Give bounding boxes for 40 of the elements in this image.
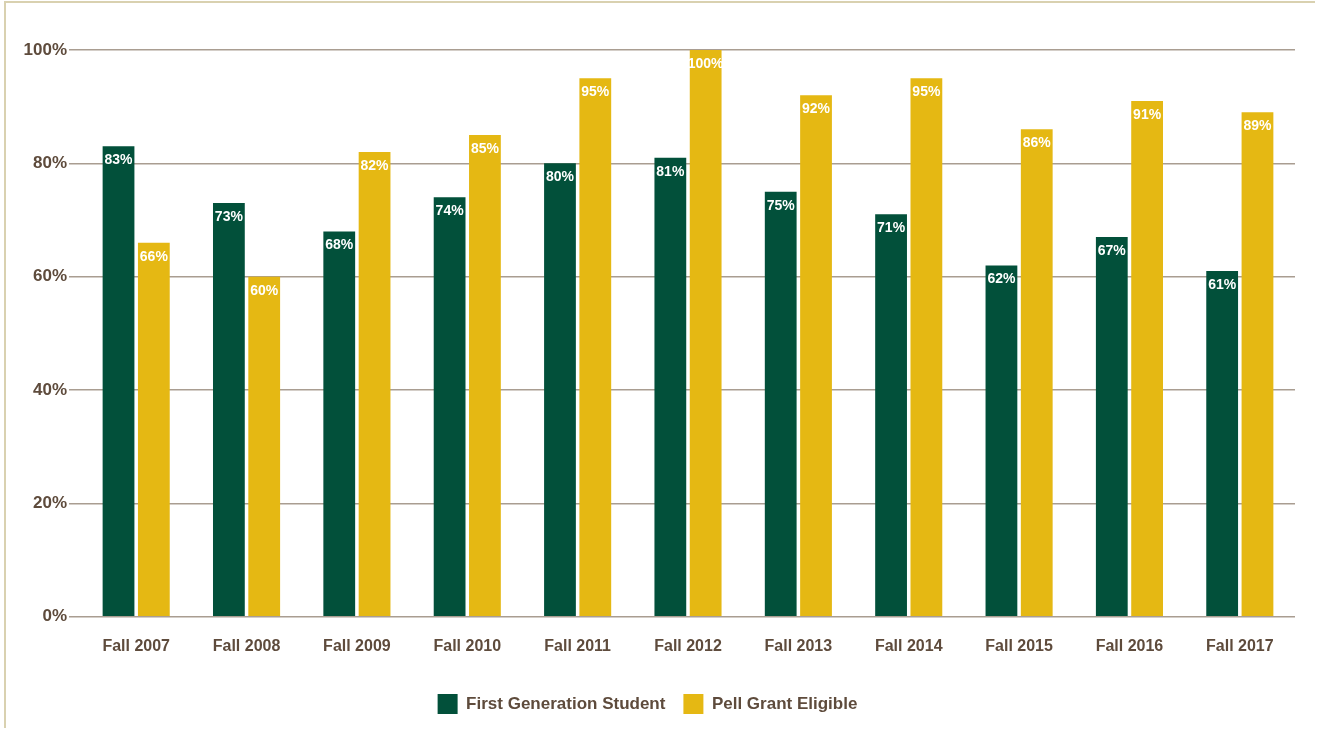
legend-label: Pell Grant Eligible	[711, 693, 858, 713]
data-label: 83%	[104, 151, 134, 168]
data-label: 73%	[214, 207, 244, 224]
x-tick-label: Fall 2009	[323, 636, 391, 654]
x-tick-label: Fall 2012	[654, 636, 722, 654]
data-label: 66%	[139, 247, 169, 264]
x-tick-label: Fall 2011	[544, 636, 612, 654]
data-label: 60%	[250, 281, 279, 298]
y-tick-label: 60%	[32, 266, 67, 286]
data-label: 67%	[1097, 241, 1127, 258]
x-tick-label: Fall 2008	[212, 636, 281, 654]
data-label: 95%	[912, 83, 941, 100]
x-tick-label: Fall 2013	[764, 636, 833, 654]
x-tick-label: Fall 2010	[433, 636, 502, 654]
data-label: 82%	[360, 156, 390, 173]
y-tick-label: 80%	[32, 153, 67, 173]
x-tick-label: Fall 2014	[874, 636, 943, 654]
y-tick-label: 40%	[32, 379, 67, 399]
data-label: 75%	[766, 196, 796, 213]
legend-label: First Generation Student	[466, 693, 666, 713]
data-label: 81%	[656, 162, 685, 179]
data-label: 71%	[877, 219, 906, 236]
data-label: 95%	[581, 83, 610, 100]
data-label: 80%	[545, 168, 575, 185]
data-label: 91%	[1133, 105, 1162, 122]
data-label: 74%	[435, 202, 465, 219]
data-label: 61%	[1208, 275, 1237, 292]
y-tick-label: 20%	[32, 493, 67, 513]
x-tick-label: Fall 2016	[1095, 636, 1164, 654]
x-tick-label: Fall 2017	[1206, 636, 1274, 654]
data-label: 68%	[325, 236, 354, 253]
y-tick-label: 0%	[42, 606, 67, 626]
data-label: 89%	[1243, 117, 1273, 134]
data-label: 86%	[1022, 134, 1052, 151]
data-label: 85%	[470, 139, 500, 156]
data-label: 62%	[987, 270, 1016, 287]
x-tick-label: Fall 2007	[102, 636, 171, 654]
data-label: 92%	[802, 100, 831, 117]
y-tick-label: 100%	[23, 39, 67, 59]
x-tick-label: Fall 2015	[985, 636, 1053, 654]
